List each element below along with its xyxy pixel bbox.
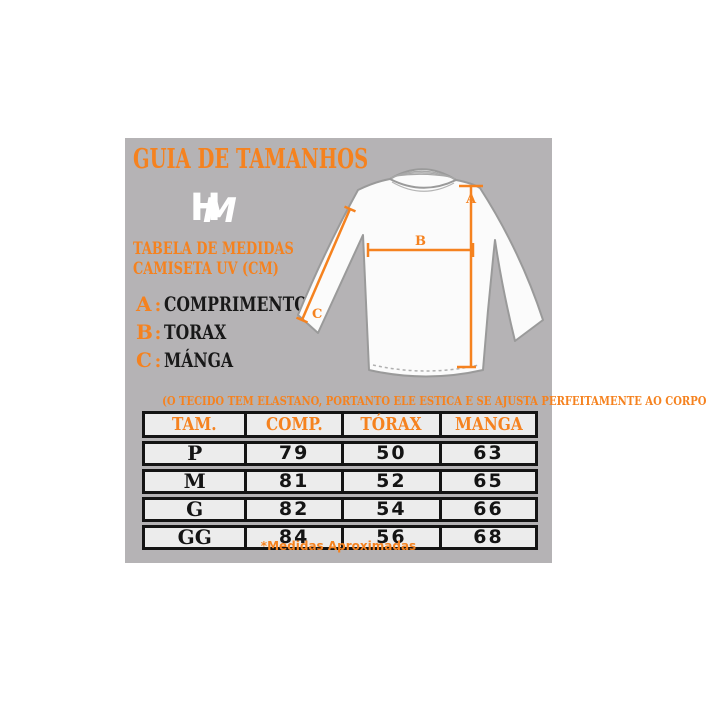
long-sleeve-shirt-icon: A B C <box>296 168 544 378</box>
cell-manga: 65 <box>439 472 535 491</box>
table-row-gg: GG 84 56 68 <box>142 525 538 550</box>
cell-size: P <box>187 441 203 465</box>
cell-size: G <box>186 497 204 521</box>
header-cell-manga: MANGA <box>439 414 535 435</box>
measure-label-c: C <box>312 307 322 322</box>
header-cell-tam: TAM. <box>172 414 218 435</box>
measure-legend: A : COMPRIMENTO B : TORAX C : MÁNGA <box>136 292 348 376</box>
cell-manga: 63 <box>439 444 535 463</box>
legend-item-comprimento: A : COMPRIMENTO <box>136 292 348 320</box>
subtitle-line-1: TABELA DE MEDIDAS <box>133 239 294 259</box>
header-cell-torax: TÓRAX <box>340 414 439 435</box>
legend-letter-c: C <box>136 348 152 372</box>
cell-torax: 56 <box>340 528 439 547</box>
legend-label-torax: TORAX <box>164 320 227 344</box>
legend-separator: : <box>154 295 162 316</box>
measure-line-c <box>296 205 356 324</box>
legend-letter-b: B <box>136 320 153 344</box>
cell-manga: 66 <box>439 500 535 519</box>
measurements-subtitle: TABELA DE MEDIDAS CAMISETA UV (CM) <box>133 239 294 279</box>
legend-label-comprimento: COMPRIMENTO <box>164 292 308 316</box>
cell-torax: 54 <box>340 500 439 519</box>
cell-torax: 50 <box>340 444 439 463</box>
legend-separator: : <box>154 323 162 344</box>
cell-comp: 84 <box>244 528 340 547</box>
logo-letter-h: H <box>190 186 221 229</box>
cell-size: GG <box>177 525 212 549</box>
brand-logo: H M <box>190 186 242 231</box>
cell-manga: 68 <box>439 528 535 547</box>
approx-measures-footnote: *Medidas Aproximadas <box>260 539 417 553</box>
legend-item-manga: C : MÁNGA <box>136 348 348 376</box>
table-row-p: P 79 50 63 <box>142 441 538 466</box>
legend-item-torax: B : TORAX <box>136 320 348 348</box>
cell-comp: 79 <box>244 444 340 463</box>
shirt-diagram: A B C <box>280 155 560 400</box>
cell-size: M <box>183 469 206 493</box>
legend-label-manga: MÁNGA <box>164 348 234 372</box>
page-title: GUIA DE TAMANHOS <box>133 144 369 175</box>
measure-line-a <box>457 184 483 369</box>
logo-letter-m: M <box>203 191 237 231</box>
cell-comp: 82 <box>244 500 340 519</box>
elasticity-note: (O TECIDO TEM ELASTANO, PORTANTO ELE EST… <box>162 393 706 408</box>
measure-line-b <box>366 243 475 257</box>
cell-torax: 52 <box>340 472 439 491</box>
measure-label-b: B <box>415 234 426 249</box>
legend-letter-a: A <box>136 292 152 316</box>
size-table: TAM. COMP. TÓRAX MANGA P 79 50 63 M 81 5… <box>142 411 538 553</box>
subtitle-line-2: CAMISETA UV (CM) <box>133 259 279 279</box>
measure-label-a: A <box>465 192 477 207</box>
header-cell-comp: COMP. <box>244 414 340 435</box>
cell-comp: 81 <box>244 472 340 491</box>
legend-separator: : <box>154 351 162 372</box>
table-row-g: G 82 54 66 <box>142 497 538 522</box>
table-row-m: M 81 52 65 <box>142 469 538 494</box>
size-table-header-row: TAM. COMP. TÓRAX MANGA <box>142 411 538 438</box>
